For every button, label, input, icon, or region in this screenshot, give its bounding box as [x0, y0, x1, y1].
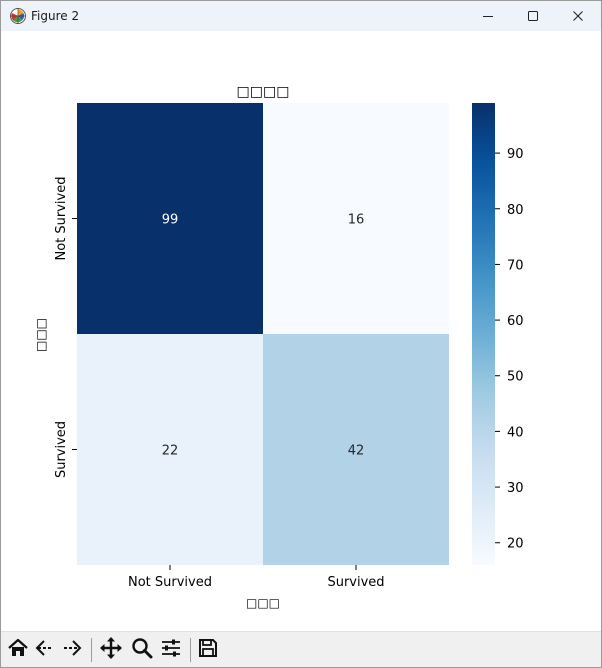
colorbar-tick-label: 60: [507, 314, 524, 329]
window-title: Figure 2: [31, 9, 80, 23]
save-icon: [197, 637, 219, 663]
y-axis: Not Survived Survived: [54, 177, 77, 478]
cell-annotation: 99: [162, 213, 179, 228]
colorbar: 20 30 40 50 60 70 80 90: [472, 103, 524, 565]
x-axis-label: □□□: [246, 596, 280, 610]
x-tick-label: Not Survived: [128, 575, 212, 590]
close-icon: [572, 10, 584, 22]
colorbar-tick-label: 40: [507, 425, 524, 440]
save-button[interactable]: [195, 637, 221, 663]
title-bar[interactable]: Figure 2: [1, 1, 601, 31]
forward-icon: [61, 637, 83, 663]
home-button[interactable]: [5, 637, 31, 663]
heatmap-cells: [77, 103, 449, 565]
chart-title: □□□□: [237, 84, 290, 100]
cell-annotation: 22: [162, 444, 179, 459]
back-button[interactable]: [32, 637, 58, 663]
figure-canvas[interactable]: 99 16 22 42 □□□□ Not Survived Survived Not S…: [1, 31, 601, 631]
forward-button[interactable]: [59, 637, 85, 663]
y-tick-label: Survived: [54, 421, 69, 478]
colorbar-ticks: 20 30 40 50 60 70 80 90: [495, 147, 524, 552]
minimize-icon: [482, 10, 494, 22]
y-axis-label: □□□: [34, 318, 48, 352]
pan-icon: [99, 636, 123, 664]
colorbar-tick-label: 30: [507, 481, 524, 496]
back-icon: [34, 637, 56, 663]
heatmap-cell: [263, 103, 449, 334]
maximize-icon: [527, 10, 539, 22]
colorbar-tick-label: 50: [507, 370, 524, 385]
home-icon: [7, 637, 29, 663]
navigation-toolbar: [1, 631, 601, 667]
configure-subplots-icon: [160, 637, 182, 663]
heatmap-chart: 99 16 22 42 □□□□ Not Survived Survived Not S…: [34, 84, 524, 610]
zoom-button[interactable]: [129, 637, 155, 663]
colorbar-tick-label: 80: [507, 203, 524, 218]
heatmap-cell: [77, 334, 263, 565]
colorbar-tick-label: 20: [507, 537, 524, 552]
colorbar-tick-label: 70: [507, 258, 524, 273]
configure-subplots-button[interactable]: [158, 637, 184, 663]
matplotlib-logo-icon: [9, 7, 27, 25]
toolbar-separator: [91, 638, 92, 662]
minimize-button[interactable]: [465, 1, 511, 31]
heatmap-cell: [263, 334, 449, 565]
colorbar-tick-label: 90: [507, 147, 524, 162]
cell-annotation: 42: [348, 444, 365, 459]
y-tick-label: Not Survived: [54, 177, 69, 261]
maximize-button[interactable]: [510, 1, 556, 31]
cell-annotations: 99 16 22 42: [162, 213, 365, 459]
colorbar-gradient: [472, 103, 495, 565]
close-button[interactable]: [555, 1, 601, 31]
cell-annotation: 16: [348, 213, 365, 228]
toolbar-separator: [190, 638, 191, 662]
pan-button[interactable]: [98, 637, 124, 663]
x-axis: Not Survived Survived: [128, 565, 385, 590]
zoom-icon: [131, 637, 153, 663]
x-tick-label: Survived: [327, 575, 384, 590]
heatmap-cell: [77, 103, 263, 334]
